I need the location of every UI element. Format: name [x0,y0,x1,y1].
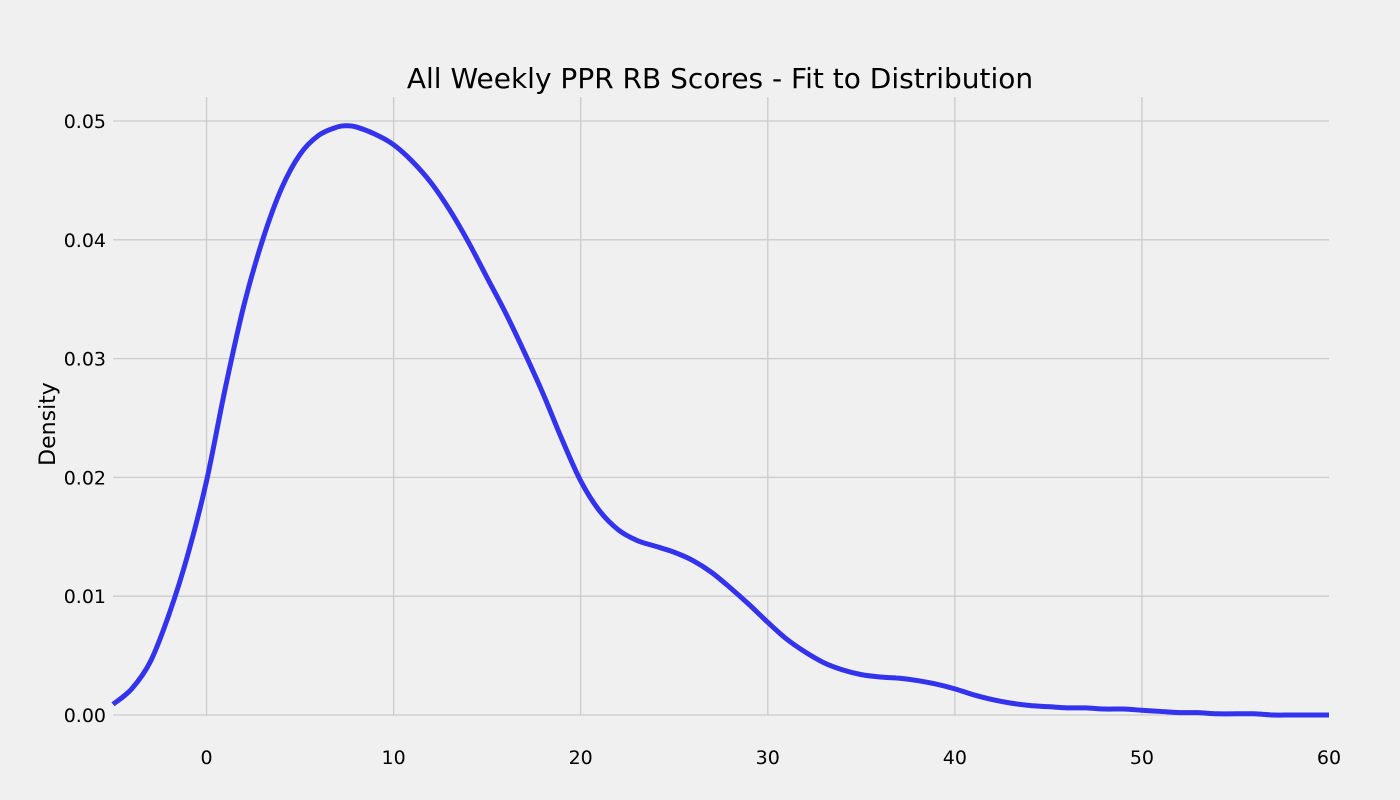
x-tick-label: 50 [1130,747,1154,769]
x-tick-label: 0 [200,747,212,769]
x-tick-label: 40 [943,747,967,769]
y-tick-label: 0.00 [64,705,106,727]
x-tick-label: 20 [569,747,593,769]
tick-labels: 0 10 20 30 40 50 60 0.00 0.01 0.02 0.03 0.04 0.05 [64,111,1341,769]
y-tick-label: 0.01 [64,586,106,608]
y-axis-label: Density [36,382,61,466]
x-tick-label: 60 [1317,747,1341,769]
y-tick-label: 0.04 [64,230,106,252]
y-tick-label: 0.03 [64,349,106,371]
series-layer [111,123,1329,718]
grid-lines [113,97,1329,716]
y-tick-label: 0.05 [64,111,106,133]
density-curve [111,123,1329,718]
x-tick-label: 10 [382,747,406,769]
y-tick-label: 0.02 [64,467,106,489]
chart-title: All Weekly PPR RB Scores - Fit to Distri… [407,62,1033,95]
x-tick-label: 30 [756,747,780,769]
